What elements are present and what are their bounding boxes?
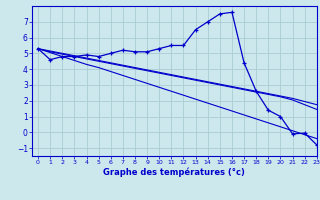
X-axis label: Graphe des températures (°c): Graphe des températures (°c) (103, 168, 245, 177)
